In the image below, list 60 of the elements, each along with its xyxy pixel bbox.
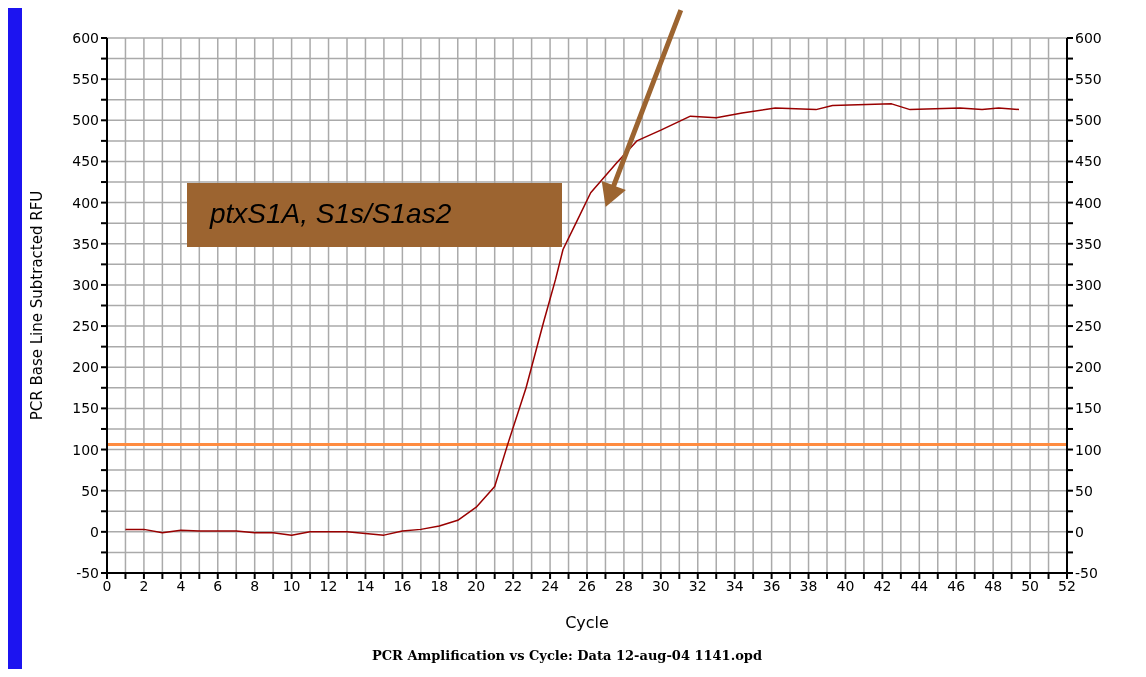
y2-tick-label: 600 <box>1075 29 1102 46</box>
y2-tick-label: 550 <box>1075 71 1102 88</box>
y2-tick-label: 50 <box>1075 482 1093 499</box>
x-tick-label: 40 <box>836 577 855 594</box>
x-tick-label: 4 <box>176 577 186 594</box>
y-tick-label: 100 <box>72 441 99 458</box>
x-tick-label: 46 <box>947 577 966 594</box>
y-axis-title: PCR Base Line Subtracted RFU <box>28 190 47 421</box>
annotation: ptxS1A, S1s/S1as2 <box>210 198 452 230</box>
y-tick-label: 350 <box>72 235 99 252</box>
y2-tick-label: 500 <box>1075 112 1102 129</box>
x-tick-label: 50 <box>1021 577 1039 594</box>
y2-tick-label: 250 <box>1075 318 1102 335</box>
x-tick-label: 16 <box>393 577 412 594</box>
x-tick-label: 26 <box>578 577 596 594</box>
line-series <box>124 103 1020 536</box>
text: PCR Amplification vs Cycle: Data 12-aug-04 1141.opd <box>370 648 764 663</box>
y2-tick-label: 0 <box>1075 523 1084 540</box>
y-tick-label: 600 <box>72 29 99 46</box>
x-tick-label: 48 <box>984 577 1003 594</box>
x-tick-label: 20 <box>467 577 486 594</box>
x-tick-label: 14 <box>356 577 375 594</box>
y2-tick-label: 400 <box>1075 194 1102 211</box>
y2-tick-label: 350 <box>1075 235 1102 252</box>
y-tick-label: 400 <box>72 194 99 211</box>
x-tick-label: 34 <box>725 577 744 594</box>
x-axis-title: Cycle <box>565 613 609 632</box>
y-tick-label: 300 <box>72 276 99 293</box>
y-tick-label: -50 <box>76 564 99 581</box>
x-tick-label: 12 <box>319 577 338 594</box>
x-tick-label: 32 <box>688 577 707 594</box>
y2-tick-label: 450 <box>1075 153 1102 170</box>
x-tick-label: 28 <box>615 577 633 594</box>
y-tick-label: 50 <box>81 482 99 499</box>
x-tick-label: 22 <box>504 577 523 594</box>
x-tick-label: 36 <box>762 577 781 594</box>
y-tick-label: 550 <box>72 71 99 88</box>
y2-tick-label: 300 <box>1075 276 1102 293</box>
x-tick-label: 52 <box>1058 577 1076 594</box>
y-tick-label: 450 <box>72 153 99 170</box>
y-tick-label: 150 <box>72 400 99 417</box>
y-tick-label: 0 <box>90 523 99 540</box>
x-tick-label: 2 <box>139 577 149 594</box>
y-tick-label: 500 <box>72 112 99 129</box>
x-tick-label: 24 <box>541 577 560 594</box>
y-tick-label: 200 <box>72 359 99 376</box>
x-tick-label: 42 <box>873 577 892 594</box>
x-tick-label: 30 <box>651 577 670 594</box>
x-tick-label: 44 <box>910 577 929 594</box>
x-tick-label: 38 <box>799 577 818 594</box>
y2-tick-label: 150 <box>1075 400 1102 417</box>
y2-tick-label: -50 <box>1075 564 1098 581</box>
x-tick-label: 8 <box>250 577 260 594</box>
x-tick-label: 18 <box>430 577 449 594</box>
x-tick-label: 6 <box>213 577 223 594</box>
x-tick-label: 10 <box>282 577 301 594</box>
x-tick-label: 0 <box>102 577 112 594</box>
y-tick-label: 250 <box>72 318 99 335</box>
y2-tick-label: 200 <box>1075 359 1102 376</box>
y2-tick-label: 100 <box>1075 441 1102 458</box>
